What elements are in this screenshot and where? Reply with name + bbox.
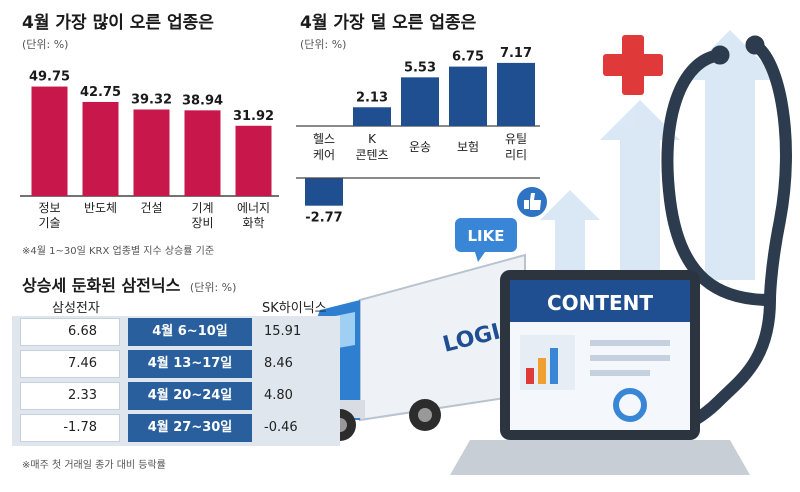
period-label: 4월 13~17일 [128, 350, 252, 378]
category-label: 기계 [191, 201, 213, 215]
samsung-value: 6.68 [20, 318, 120, 346]
category-label: 화학 [242, 216, 264, 230]
like-bubble-icon: LIKE [455, 218, 517, 262]
category-label: 장비 [191, 216, 213, 230]
period-label: 4월 6~10일 [128, 318, 252, 346]
sk-hynix-value: 8.46 [264, 356, 293, 371]
left-chart-unit: (단위: %) [22, 38, 69, 51]
category-label: 헬스 [313, 132, 335, 146]
bar [449, 66, 487, 126]
sk-hynix-value: 15.91 [264, 324, 302, 339]
samsung-value: 2.33 [20, 382, 120, 410]
bar [353, 107, 391, 126]
table-title: 상승세 둔화된 삼전닉스 (단위: %) [22, 272, 236, 296]
table-header-right: SK하이닉스 [262, 301, 327, 316]
category-label: 콘텐츠 [355, 148, 388, 162]
samsung-value: -1.78 [20, 414, 120, 442]
category-label: 정보 [38, 201, 60, 215]
category-label: 기술 [38, 216, 60, 230]
bar [82, 101, 119, 196]
category-label: K [368, 132, 377, 146]
samsung-value: 7.46 [20, 350, 120, 378]
data-label: -2.77 [305, 211, 342, 226]
bar [497, 62, 535, 126]
data-label: 39.32 [131, 92, 172, 107]
data-label: 49.75 [29, 70, 70, 85]
bar [305, 178, 343, 206]
category-label: 에너지 [237, 201, 270, 215]
table-unit: (단위: %) [189, 281, 237, 294]
category-label: 운송 [409, 140, 431, 154]
left-chart-note: ※4월 1~30일 KRX 업종별 지수 상승률 기준 [22, 246, 215, 257]
data-label: 42.75 [80, 85, 121, 100]
period-label: 4월 20~24일 [128, 382, 252, 410]
left-chart-title: 4월 가장 많이 오른 업종은 [22, 13, 214, 33]
table-title-text: 상승세 둔화된 삼전닉스 [22, 276, 181, 295]
table-row: 6.68 4월 6~10일 15.91 [20, 318, 332, 346]
table-note: ※매주 첫 거래일 종가 대비 등락률 [22, 460, 166, 471]
table-row: -1.78 4월 27~30일 -0.46 [20, 414, 332, 442]
table-row: 7.46 4월 13~17일 8.46 [20, 350, 332, 378]
svg-text:LIKE: LIKE [467, 227, 504, 245]
category-label: 반도체 [84, 201, 117, 215]
table-header-left: 삼성전자 [52, 301, 100, 316]
data-label: 38.94 [182, 93, 223, 108]
svg-text:CONTENT: CONTENT [547, 291, 653, 315]
table-row: 2.33 4월 20~24일 4.80 [20, 382, 332, 410]
bar [401, 77, 439, 126]
right-chart-unit: (단위: %) [300, 38, 347, 51]
data-label: 7.17 [500, 46, 532, 61]
right-chart-title: 4월 가장 덜 오른 업종은 [300, 13, 477, 33]
period-label: 4월 27~30일 [128, 414, 252, 442]
medical-cross-icon [603, 35, 663, 95]
category-label: 케어 [313, 148, 335, 162]
category-label: 유틸 [505, 132, 527, 146]
bar [31, 86, 68, 196]
medical-logistics-illustration: LIKE LOGIS CONTENT [305, 30, 792, 475]
category-label: 보험 [457, 140, 479, 154]
data-label: 31.92 [233, 109, 274, 124]
bar [235, 125, 272, 196]
bar [133, 109, 170, 196]
sk-hynix-value: 4.80 [264, 388, 293, 403]
data-label: 5.53 [404, 60, 436, 75]
category-label: 건설 [140, 201, 162, 215]
data-label: 2.13 [356, 90, 388, 105]
data-label: 6.75 [452, 50, 484, 65]
category-label: 리티 [505, 148, 527, 162]
thumbs-up-icon [517, 187, 547, 217]
laptop-icon: CONTENT [450, 270, 750, 475]
sk-hynix-value: -0.46 [264, 420, 298, 435]
bar [184, 110, 221, 196]
